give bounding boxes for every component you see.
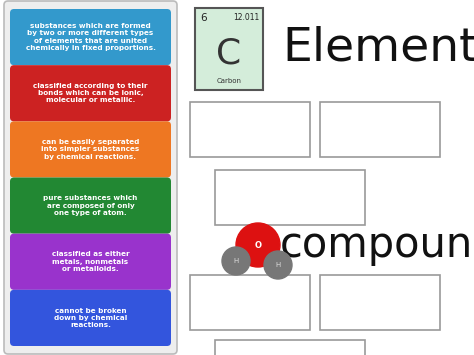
Text: classified as either
metals, nonmetals
or metalloids.: classified as either metals, nonmetals o… xyxy=(52,251,129,272)
Text: can be easily separated
into simpler substances
by chemical reactions.: can be easily separated into simpler sub… xyxy=(41,139,140,160)
Text: substances which are formed
by two or more different types
of elements that are : substances which are formed by two or mo… xyxy=(26,23,155,51)
Text: O: O xyxy=(255,240,262,250)
FancyBboxPatch shape xyxy=(10,121,171,178)
Text: compound: compound xyxy=(280,224,474,266)
FancyBboxPatch shape xyxy=(10,234,171,290)
Text: H: H xyxy=(233,258,238,264)
Text: classified according to their
bonds which can be ionic,
molecular or metallic.: classified according to their bonds whic… xyxy=(33,83,148,104)
FancyBboxPatch shape xyxy=(190,102,310,157)
FancyBboxPatch shape xyxy=(4,1,177,354)
FancyBboxPatch shape xyxy=(10,178,171,234)
FancyBboxPatch shape xyxy=(190,275,310,330)
FancyBboxPatch shape xyxy=(195,8,263,90)
Circle shape xyxy=(264,251,292,279)
Text: pure substances which
are composed of only
one type of atom.: pure substances which are composed of on… xyxy=(43,195,137,216)
Circle shape xyxy=(236,223,280,267)
Text: cannot be broken
down by chemical
reactions.: cannot be broken down by chemical reacti… xyxy=(54,308,127,328)
FancyBboxPatch shape xyxy=(215,170,365,225)
FancyBboxPatch shape xyxy=(320,102,440,157)
FancyBboxPatch shape xyxy=(320,275,440,330)
Text: 12.011: 12.011 xyxy=(233,13,259,22)
FancyBboxPatch shape xyxy=(10,9,171,65)
Text: Carbon: Carbon xyxy=(217,78,241,84)
Text: 6: 6 xyxy=(200,13,207,23)
FancyBboxPatch shape xyxy=(10,65,171,121)
Text: C: C xyxy=(216,36,242,70)
Text: H: H xyxy=(275,262,281,268)
FancyBboxPatch shape xyxy=(215,340,365,355)
FancyBboxPatch shape xyxy=(10,290,171,346)
Circle shape xyxy=(222,247,250,275)
Text: Element: Element xyxy=(282,26,474,71)
